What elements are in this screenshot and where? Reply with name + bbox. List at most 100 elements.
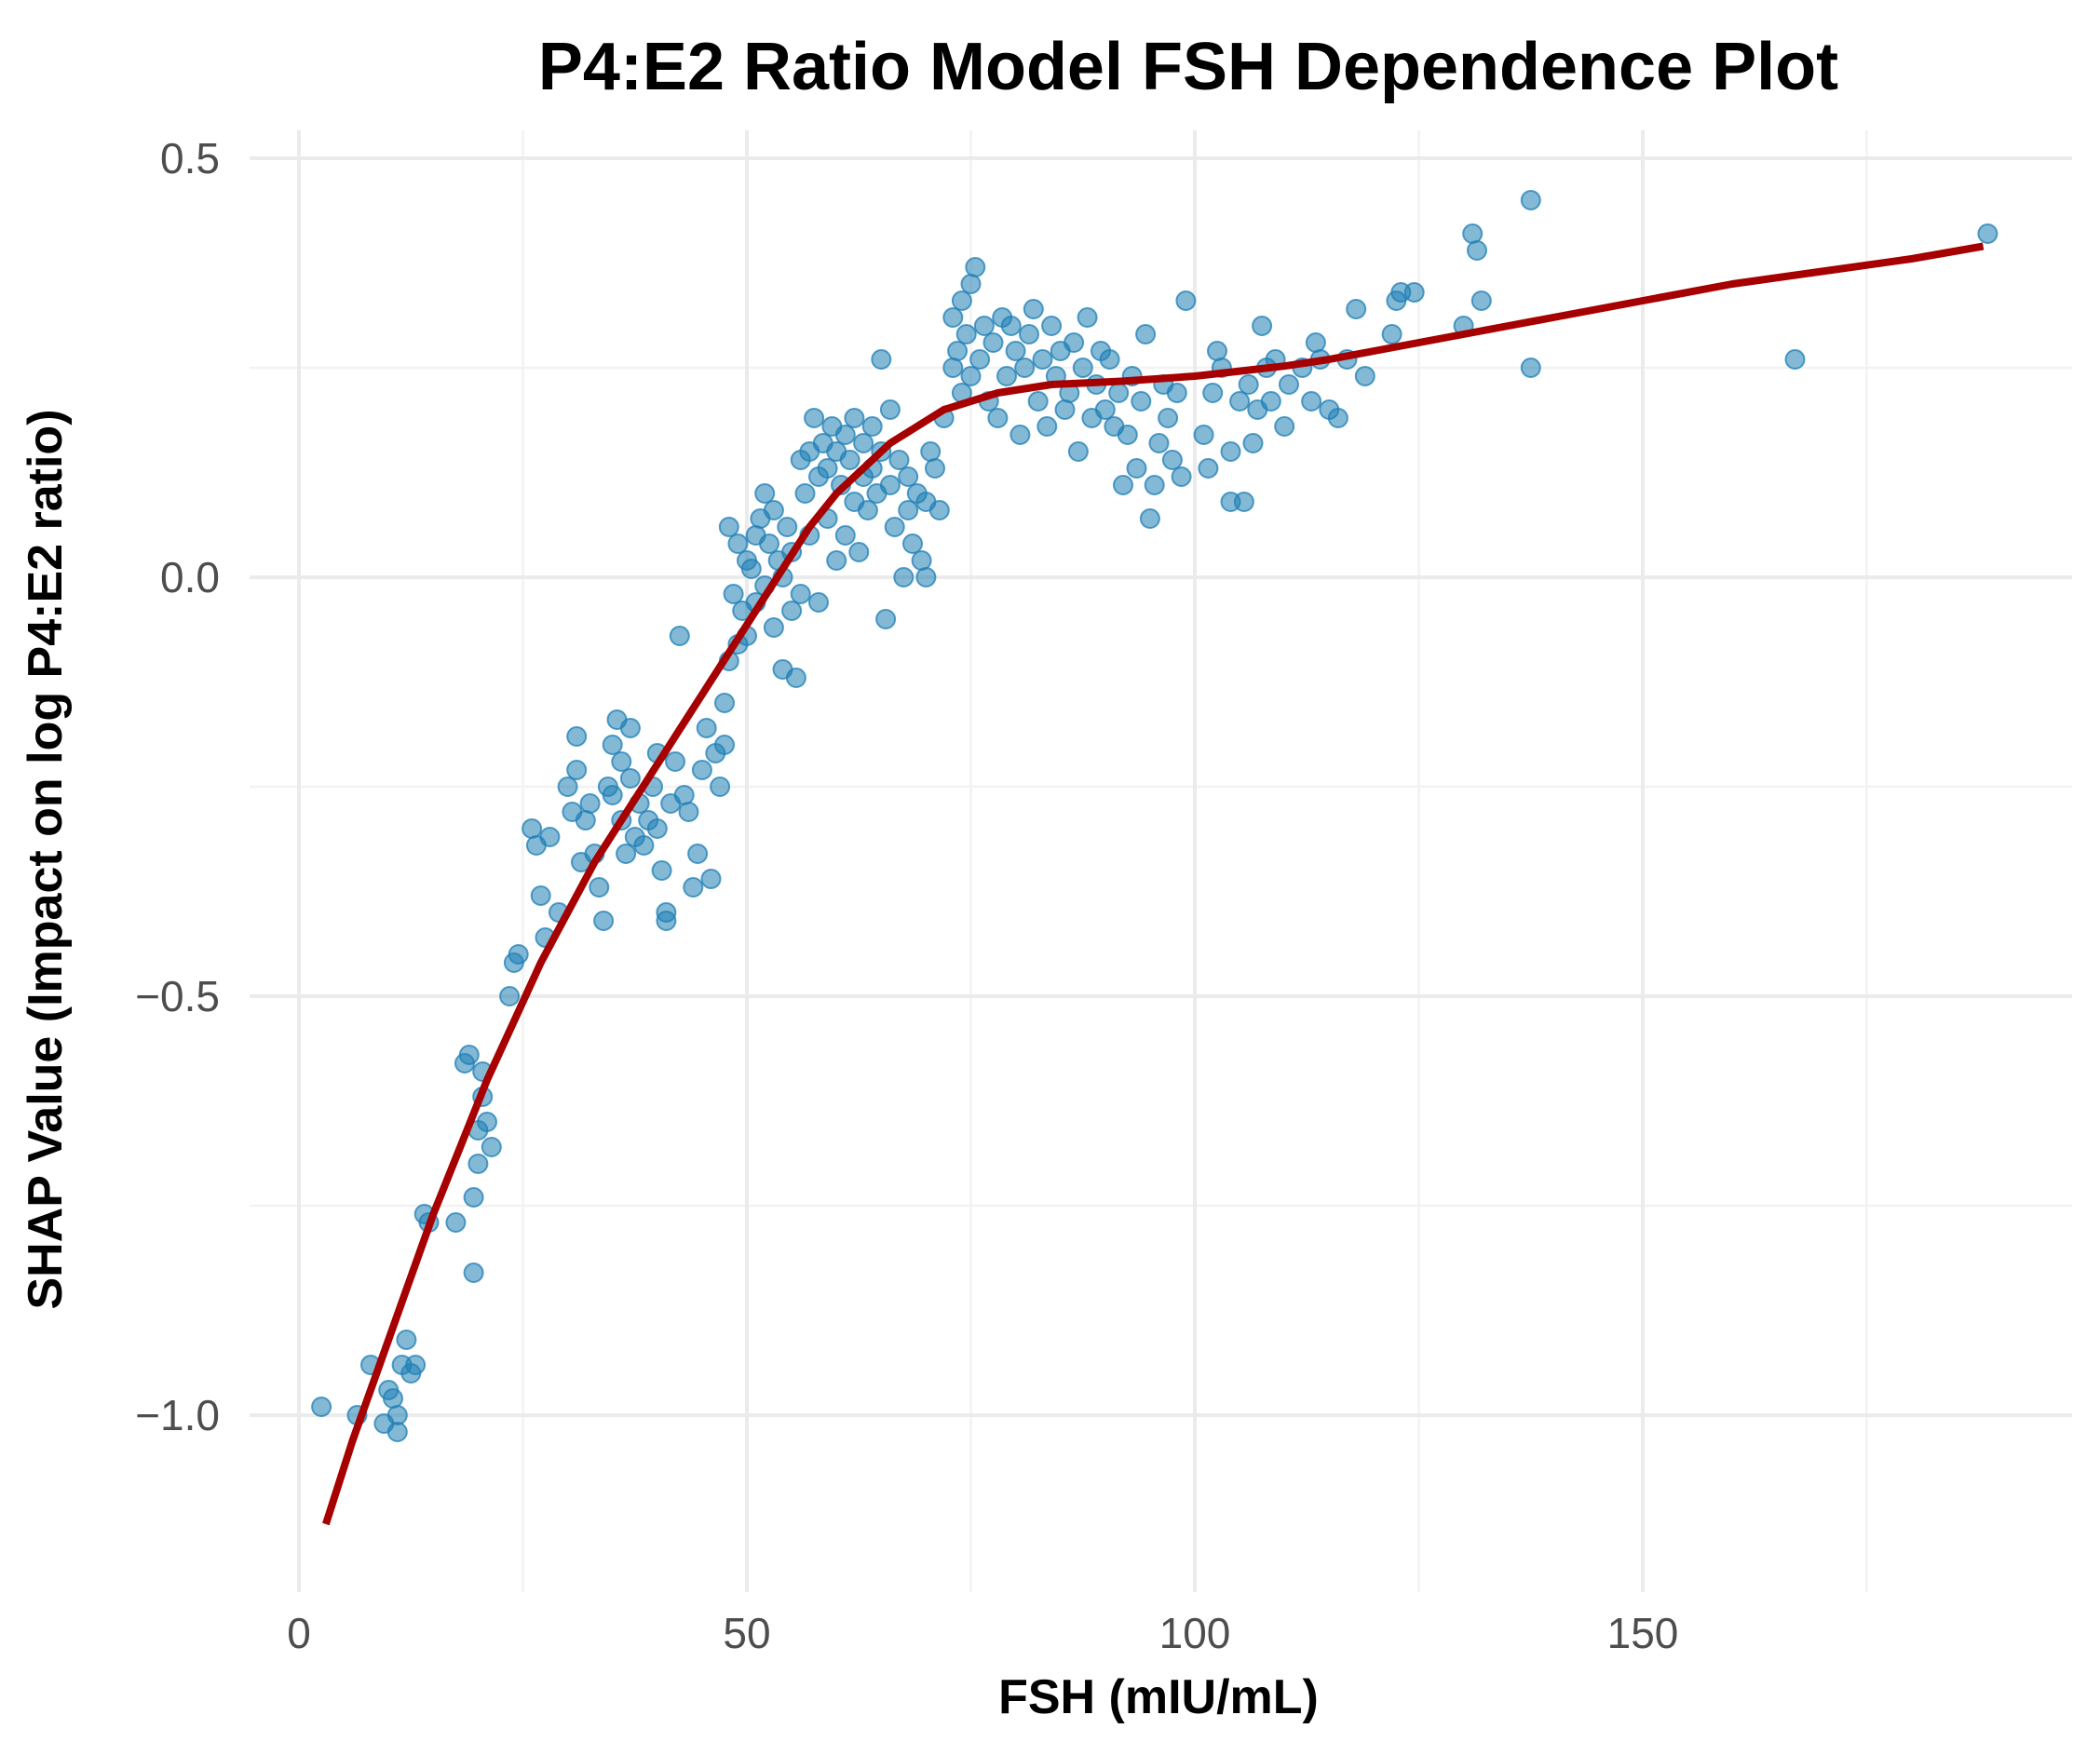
scatter-point — [1032, 349, 1053, 370]
scatter-point — [861, 416, 883, 437]
scatter-point — [1520, 190, 1541, 210]
scatter-point — [1274, 416, 1295, 437]
scatter-point — [853, 433, 874, 453]
scatter-point — [1301, 391, 1322, 412]
scatter-point — [673, 785, 695, 805]
scatter-point — [1467, 240, 1487, 261]
scatter-point — [1158, 408, 1179, 428]
scatter-point — [1346, 299, 1367, 319]
scatter-point — [579, 793, 601, 814]
scatter-point — [633, 835, 655, 856]
scatter-point — [700, 869, 722, 889]
scatter-point — [898, 466, 919, 487]
scatter-point — [1009, 425, 1031, 445]
scatter-point — [844, 408, 865, 428]
scatter-point — [965, 257, 986, 277]
scatter-point — [687, 844, 709, 864]
scatter-point — [960, 274, 982, 294]
scatter-point — [1077, 307, 1098, 328]
x-tick-label: 50 — [723, 1609, 770, 1657]
scatter-point — [1229, 391, 1251, 412]
scatter-point — [942, 307, 964, 328]
scatter-point — [759, 533, 779, 554]
scatter-point — [754, 483, 776, 504]
scatter-point — [566, 726, 588, 747]
scatter-point — [982, 332, 1004, 353]
scatter-point — [973, 316, 995, 336]
scatter-point — [467, 1154, 489, 1174]
scatter-point — [646, 818, 668, 839]
scatter-point — [691, 760, 712, 780]
scatter-point — [942, 358, 964, 378]
scatter-point — [1175, 290, 1197, 311]
scatter-point — [1067, 441, 1089, 462]
scatter-point — [1113, 475, 1133, 495]
scatter-point — [1252, 316, 1273, 336]
scatter-point — [1131, 391, 1152, 412]
scatter-point — [1054, 399, 1076, 420]
scatter-point — [678, 802, 699, 822]
scatter-point — [826, 550, 847, 571]
scatter-point — [575, 810, 596, 830]
scatter-point — [589, 877, 610, 898]
scatter-point — [794, 483, 816, 504]
scatter-point — [1005, 341, 1026, 361]
scatter-point — [386, 1422, 408, 1442]
scatter-point — [1161, 450, 1183, 470]
scatter-point — [1202, 383, 1224, 403]
scatter-point — [1108, 383, 1130, 403]
grid — [250, 130, 2072, 1592]
scatter-point — [311, 1397, 332, 1417]
scatter-point — [875, 609, 897, 629]
trend-line — [322, 242, 1985, 1526]
scatter-point — [566, 760, 588, 780]
scatter-point — [1171, 466, 1192, 487]
scatter-point — [969, 349, 991, 370]
scatter-point — [602, 735, 623, 755]
scatter-point — [817, 458, 838, 479]
scatter-point — [463, 1263, 484, 1283]
scatter-point — [1000, 316, 1022, 336]
scatter-point — [508, 944, 529, 965]
scatter-point — [1220, 441, 1241, 462]
scatter-point — [1023, 299, 1044, 319]
x-tick-label: 150 — [1607, 1609, 1679, 1657]
scatter-point — [1135, 324, 1157, 344]
scatter-point — [763, 500, 784, 520]
scatter-point — [955, 324, 977, 344]
scatter-point — [960, 366, 982, 386]
scatter-point — [915, 567, 937, 587]
y-axis-label: SHAP Value (Impact on log P4:E2 ratio) — [19, 409, 73, 1309]
scatter-point — [619, 768, 641, 789]
scatter-point — [987, 408, 1009, 428]
trend-line-group — [322, 242, 1985, 1526]
scatter-point — [834, 425, 856, 445]
scatter-point — [530, 885, 551, 906]
scatter-point — [790, 584, 811, 604]
scatter-point — [763, 617, 784, 638]
chart-title: P4:E2 Ratio Model FSH Dependence Plot — [538, 30, 1838, 104]
scatter-point — [1403, 282, 1425, 303]
scatter-point — [1470, 290, 1492, 311]
scatter-point — [1144, 475, 1165, 495]
scatter-point — [727, 533, 749, 554]
x-tick-label: 100 — [1159, 1609, 1231, 1657]
scatter-point — [616, 844, 637, 864]
x-tick-label: 0 — [287, 1609, 311, 1657]
scatter-point — [1019, 324, 1039, 344]
y-tick-label: 0.0 — [160, 553, 220, 601]
scatter-point — [611, 751, 632, 772]
scatter-point — [1354, 366, 1375, 386]
scatter-points — [311, 190, 1998, 1442]
scatter-point — [718, 517, 739, 537]
scatter-point — [947, 341, 969, 361]
scatter-point — [1327, 408, 1348, 428]
scatter-point — [723, 584, 744, 604]
scatter-point — [656, 911, 677, 931]
scatter-point — [1036, 416, 1058, 437]
scatter-point — [477, 1112, 497, 1132]
scatter-point — [445, 1212, 467, 1233]
scatter-point — [1462, 223, 1484, 244]
